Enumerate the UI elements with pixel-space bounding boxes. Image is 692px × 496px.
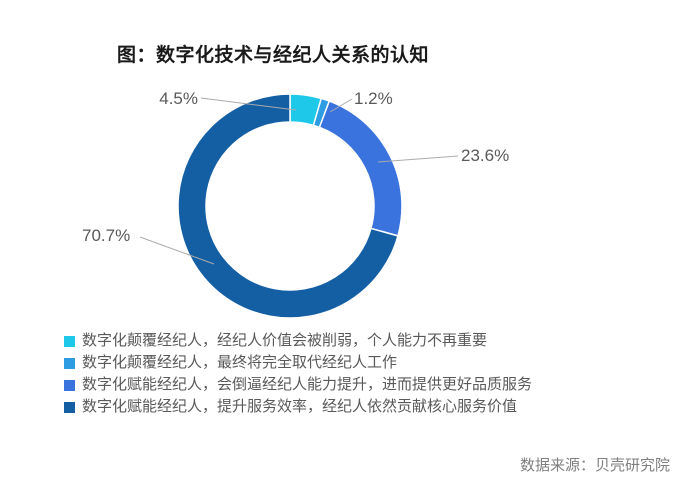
slice-label-1: 4.5%: [159, 89, 198, 108]
source-note: 数据来源：贝壳研究院: [519, 457, 670, 474]
legend-item: 数字化颠覆经纪人，经纪人价值会被削弱，个人能力不再重要: [64, 330, 532, 352]
leader-line-3: [377, 155, 459, 163]
slice-label-3: 23.6%: [461, 146, 510, 165]
legend-swatch-icon: [64, 379, 75, 391]
legend-item: 数字化赋能经纪人，会倒逼经纪人能力提升，进而提供更好品质服务: [64, 374, 532, 396]
legend-item-label: 数字化赋能经纪人，提升服务效率，经纪人依然贡献核心服务价值: [82, 398, 518, 415]
legend-swatch-icon: [64, 401, 75, 413]
legend-item-label: 数字化颠覆经纪人，最终将完全取代经纪人工作: [82, 354, 398, 371]
leader-line-4: [139, 236, 215, 265]
slice-label-2: 1.2%: [354, 89, 393, 108]
legend-item: 数字化赋能经纪人，提升服务效率，经纪人依然贡献核心服务价值: [64, 396, 532, 418]
legend-item-label: 数字化赋能经纪人，会倒逼经纪人能力提升，进而提供更好品质服务: [82, 376, 533, 393]
legend: 数字化颠覆经纪人，经纪人价值会被削弱，个人能力不再重要 数字化颠覆经纪人，最终将…: [64, 330, 532, 418]
chart-title: 图：数字化技术与经纪人关系的认知: [117, 45, 430, 66]
legend-swatch-icon: [64, 335, 75, 347]
slice-label-4: 70.7%: [82, 226, 131, 245]
pie-slice-4: [177, 93, 399, 319]
legend-swatch-icon: [64, 357, 75, 369]
leader-line-1: [200, 97, 297, 111]
leader-line-2: [329, 98, 353, 113]
legend-item: 数字化颠覆经纪人，最终将完全取代经纪人工作: [64, 352, 532, 374]
pie-slice-3: [318, 100, 403, 237]
legend-item-label: 数字化颠覆经纪人，经纪人价值会被削弱，个人能力不再重要: [82, 332, 488, 349]
